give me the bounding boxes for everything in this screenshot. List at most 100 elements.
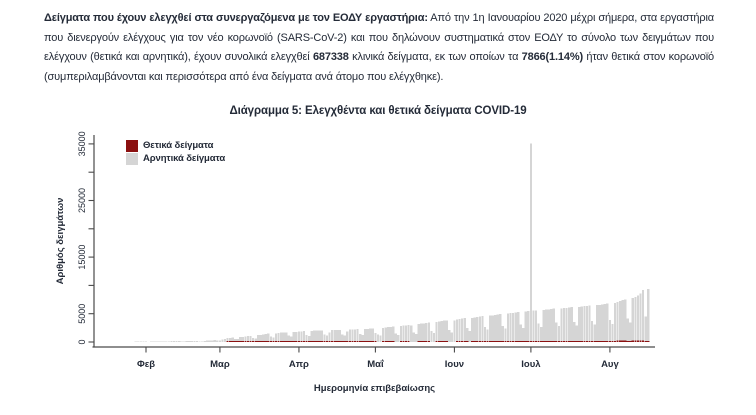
- negative-bar: [588, 305, 591, 342]
- positive-bar: [578, 341, 581, 342]
- positive-bar: [519, 341, 522, 342]
- legend-label-positive: Θετικά δείγματα: [143, 140, 214, 151]
- negative-bar: [608, 320, 612, 342]
- positive-bar: [315, 341, 318, 342]
- positive-bar: [226, 341, 229, 342]
- positive-bar: [529, 341, 533, 342]
- positive-bar: [323, 341, 326, 342]
- negative-bar: [483, 326, 487, 342]
- negative-bar: [491, 315, 494, 342]
- positive-bar: [404, 341, 408, 342]
- x-tick-label: Ιουν: [445, 359, 464, 370]
- negative-bar: [422, 323, 425, 342]
- positive-bar: [631, 340, 635, 342]
- negative-bar: [302, 331, 306, 342]
- negative-bar: [285, 332, 288, 342]
- positive-bar: [603, 340, 606, 342]
- negative-bar: [290, 336, 293, 342]
- negative-bar: [376, 334, 380, 342]
- positive-bar: [478, 341, 482, 342]
- positive-bar: [361, 341, 364, 342]
- negative-bar: [593, 324, 596, 342]
- x-tick-label: Αυγ: [601, 359, 619, 370]
- positive-bar: [481, 341, 484, 342]
- negative-bar: [389, 326, 392, 342]
- negative-bar: [218, 340, 222, 342]
- negative-bar: [282, 332, 285, 342]
- negative-bar: [241, 336, 245, 342]
- negative-bar: [348, 329, 352, 342]
- x-tick-label: Ιουλ: [521, 359, 541, 370]
- negative-bar: [172, 341, 176, 342]
- positive-bar: [336, 341, 339, 342]
- negative-bar: [425, 322, 428, 342]
- negative-bar: [267, 333, 270, 342]
- positive-bar: [445, 341, 448, 342]
- negative-bar: [318, 330, 321, 342]
- positive-bar: [557, 341, 561, 342]
- negative-bar: [300, 331, 303, 342]
- positive-bar: [570, 341, 573, 342]
- negative-bar: [228, 337, 232, 342]
- positive-bar: [307, 341, 311, 342]
- positive-bar: [348, 341, 352, 342]
- positive-bar: [463, 341, 466, 342]
- negative-bar: [578, 306, 581, 342]
- negative-bar: [455, 319, 459, 342]
- positive-bar: [295, 341, 298, 342]
- positive-bar: [267, 341, 270, 342]
- negative-bar: [394, 333, 397, 342]
- positive-bar: [249, 341, 252, 342]
- negative-bar: [366, 328, 369, 342]
- positive-bar: [366, 341, 369, 342]
- negative-bar: [647, 288, 650, 341]
- negative-bar: [522, 327, 525, 342]
- positive-bar: [325, 341, 329, 342]
- positive-bar: [443, 341, 446, 342]
- positive-bar: [552, 341, 555, 342]
- negative-bar: [468, 331, 471, 342]
- positive-bar: [310, 341, 313, 342]
- y-axis-title: Αριθμός δειγμάτων: [55, 198, 66, 285]
- x-tick-label: Μαρ: [210, 359, 230, 370]
- positive-bar: [236, 341, 239, 342]
- positive-bar: [611, 341, 614, 342]
- negative-bar: [409, 325, 413, 342]
- negative-bar: [407, 324, 410, 342]
- negative-bar: [364, 328, 367, 342]
- positive-bar: [613, 340, 617, 342]
- negative-bar: [226, 338, 229, 342]
- positive-bar: [328, 341, 331, 342]
- negative-bar: [152, 341, 155, 342]
- positive-bar: [384, 341, 387, 342]
- negative-bar: [496, 314, 499, 342]
- negative-bar: [269, 336, 273, 342]
- positive-bar: [567, 341, 571, 342]
- negative-bar: [185, 341, 188, 342]
- negative-bar: [310, 330, 313, 342]
- negative-bar: [514, 312, 517, 342]
- positive-bar: [239, 341, 242, 342]
- positive-bar: [285, 341, 288, 342]
- negative-bar: [213, 340, 216, 342]
- negative-bar: [259, 334, 262, 342]
- negative-bar: [471, 317, 474, 342]
- negative-bar: [155, 341, 158, 342]
- positive-bar: [282, 341, 285, 342]
- positive-bar: [596, 341, 599, 342]
- negative-bar: [346, 331, 349, 342]
- positive-bar: [522, 341, 525, 342]
- negative-bar: [292, 332, 295, 342]
- negative-bar: [539, 326, 543, 342]
- positive-bar: [629, 341, 632, 342]
- negative-bar: [338, 329, 341, 342]
- positive-bar: [506, 341, 510, 342]
- positive-bar: [318, 341, 321, 342]
- negative-bar: [629, 322, 632, 342]
- positive-bar: [517, 341, 520, 342]
- negative-bar: [420, 323, 423, 342]
- negative-bar: [149, 341, 153, 342]
- negative-bar: [598, 304, 601, 341]
- negative-bar: [177, 341, 181, 342]
